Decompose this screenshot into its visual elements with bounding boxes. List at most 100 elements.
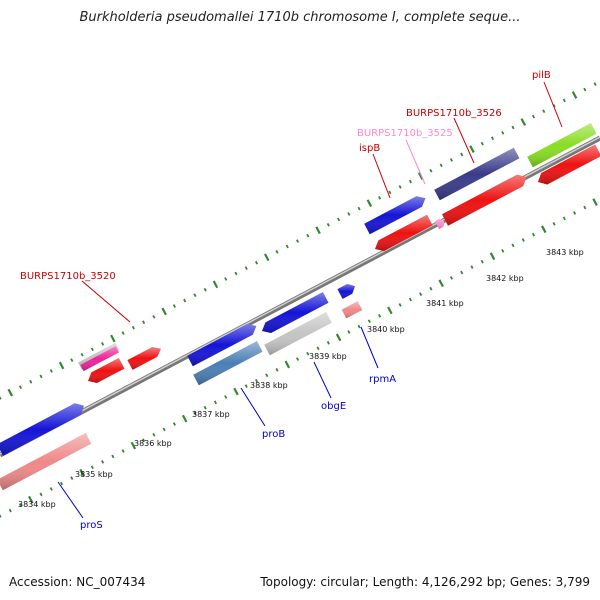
tick-mark — [347, 212, 351, 216]
tick-mark — [501, 249, 505, 253]
kbp-label: 3835 kbp — [75, 470, 113, 479]
kbp-label: 3837 kbp — [192, 410, 230, 419]
gene-3526-box-shade — [434, 147, 520, 201]
tick-mark — [152, 314, 156, 319]
tick-mark — [60, 481, 64, 486]
tick-mark — [58, 361, 65, 370]
tick-mark — [79, 468, 85, 477]
tick-mark — [306, 233, 310, 238]
tick-mark — [131, 325, 135, 330]
tick-mark — [172, 422, 176, 426]
tick-mark — [101, 460, 105, 464]
tick-mark — [224, 277, 228, 281]
kbp-label: 3834 kbp — [18, 500, 56, 509]
tick-mark — [275, 368, 279, 372]
cds-pilB-arrow-shade — [538, 144, 600, 185]
cds-3525-arrow-shade — [434, 218, 445, 229]
tick-mark — [480, 141, 484, 146]
gene-ispB-arrow-shade — [364, 196, 426, 235]
tick-mark — [296, 239, 300, 243]
gene-label: proB — [262, 429, 285, 440]
tick-mark — [244, 384, 248, 388]
tick-mark — [470, 265, 474, 269]
tick-mark — [511, 125, 515, 130]
tick-mark — [552, 221, 556, 226]
tick-mark — [212, 280, 219, 289]
cds-3520-arrow-2-shade — [127, 347, 161, 370]
tick-mark — [152, 432, 156, 437]
tick-mark — [70, 476, 74, 480]
kbp-labels: 3834 kbp 3835 kbp 3836 kbp 3837 kbp 3838… — [18, 248, 584, 509]
tick-mark — [398, 185, 402, 189]
tick-mark — [29, 379, 33, 384]
tick-mark — [573, 211, 577, 215]
tick-mark — [39, 374, 43, 379]
tick-mark — [449, 158, 453, 162]
tick-mark — [347, 330, 351, 334]
tick-mark — [388, 190, 392, 195]
gene-label: ispB — [359, 143, 380, 154]
gene-3520-box-magenta-shade — [80, 346, 119, 372]
gene-label: BURPS1710b_3525 — [357, 128, 453, 139]
tick-mark — [378, 195, 382, 200]
gene-obgE-arrow-shade — [262, 292, 329, 333]
tick-mark — [439, 163, 443, 168]
tick-mark — [469, 145, 475, 153]
tick-mark — [224, 395, 228, 399]
tick-mark — [335, 333, 342, 342]
tick-mark — [8, 508, 12, 513]
kbp-label: 3843 kbp — [546, 248, 584, 257]
cds-rpmA-box-shade — [341, 301, 363, 319]
gene-rpmA-arrow-shade — [337, 284, 355, 299]
gene-label: BURPS1710b_3520 — [20, 271, 116, 282]
tick-mark — [366, 199, 373, 208]
tick-mark — [417, 172, 424, 181]
tick-mark — [583, 87, 587, 92]
tick-mark — [0, 514, 2, 518]
tick-mark — [90, 347, 94, 352]
tick-mark — [161, 307, 167, 316]
kbp-label: 3838 kbp — [250, 381, 288, 390]
gene-labels: BURPS1710b_3520 ispB BURPS1710b_3525 BUR… — [20, 70, 551, 531]
tick-mark — [326, 223, 330, 227]
tick-mark — [285, 244, 289, 249]
tick-mark — [90, 465, 94, 470]
tick-mark — [244, 266, 248, 270]
cds-ispB-arrow-shade — [375, 214, 433, 251]
tick-mark — [490, 136, 495, 141]
tick-mark — [357, 206, 361, 211]
cds-obgE-box-shade — [264, 312, 332, 356]
tick-mark — [408, 179, 412, 184]
tick-mark — [571, 91, 578, 99]
tick-mark — [562, 98, 566, 103]
kbp-label: 3841 kbp — [426, 299, 464, 308]
gene-label: BURPS1710b_3526 — [406, 108, 502, 119]
gene-label: obgE — [321, 401, 346, 412]
tick-mark — [233, 387, 239, 396]
cds-proB-box-shade — [193, 341, 263, 386]
tick-mark — [429, 286, 433, 291]
gene-features[interactable] — [0, 123, 600, 491]
tick-mark — [80, 352, 84, 357]
tick-mark — [7, 388, 14, 397]
tick-mark — [357, 324, 361, 329]
tick-mark — [501, 131, 505, 135]
cds-proS-box-shade — [0, 433, 92, 491]
tick-mark — [438, 279, 444, 288]
tick-mark — [541, 225, 547, 234]
tick-mark — [562, 216, 566, 221]
tick-mark — [18, 385, 23, 390]
tick-mark — [315, 226, 321, 235]
tick-mark — [121, 331, 125, 335]
tick-mark — [592, 198, 598, 207]
tick-mark — [142, 438, 146, 443]
tick-mark — [39, 492, 43, 497]
tick-mark — [398, 303, 402, 307]
accession-text: Accession: NC_007434 — [9, 575, 146, 589]
tick-mark — [183, 298, 187, 303]
tick-mark — [460, 152, 464, 157]
tick-mark — [265, 373, 269, 378]
tick-mark — [162, 427, 166, 432]
tick-mark — [583, 205, 587, 210]
